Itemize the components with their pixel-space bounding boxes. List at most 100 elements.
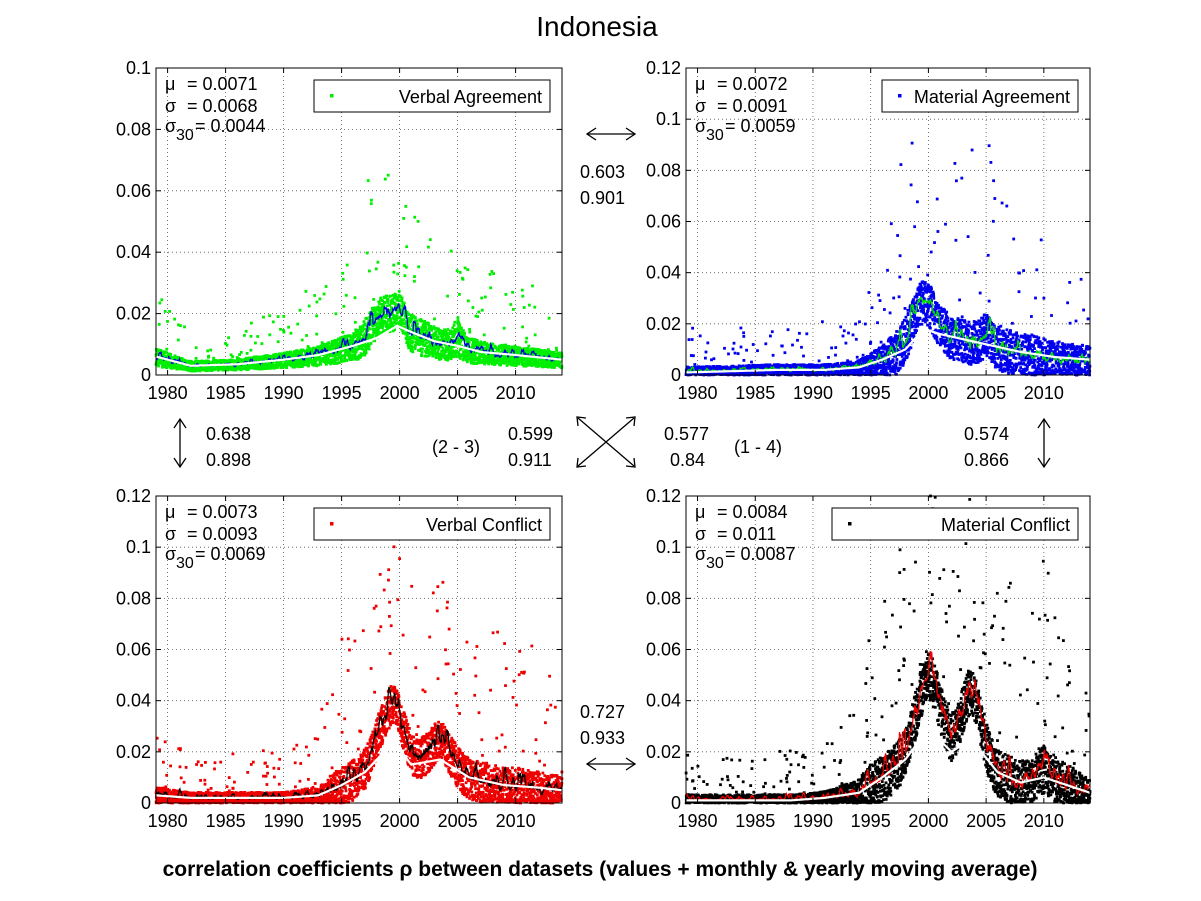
data-point <box>437 346 441 350</box>
data-point <box>415 319 418 323</box>
data-point <box>739 345 743 349</box>
data-point <box>466 360 469 364</box>
data-point <box>399 295 403 299</box>
data-point <box>399 310 403 314</box>
data-point <box>812 363 816 367</box>
data-point <box>712 357 716 361</box>
data-point <box>455 349 458 353</box>
data-point <box>395 318 399 322</box>
data-point <box>548 350 551 353</box>
data-point <box>465 337 469 340</box>
data-point <box>265 357 268 361</box>
data-point <box>423 344 427 347</box>
data-point <box>250 321 253 325</box>
figure-title: Indonesia <box>536 11 658 42</box>
data-point <box>338 352 342 356</box>
data-point <box>476 339 479 343</box>
data-point <box>353 348 357 351</box>
data-point <box>376 328 380 332</box>
data-point <box>424 325 428 329</box>
data-point <box>505 358 509 362</box>
data-point <box>371 335 374 339</box>
data-point <box>433 317 436 321</box>
legend-box <box>313 79 551 113</box>
data-point <box>381 299 385 303</box>
data-point <box>478 358 482 362</box>
data-point <box>559 359 563 363</box>
data-point <box>483 341 486 344</box>
data-point <box>462 329 465 332</box>
data-point <box>411 350 415 354</box>
data-point <box>515 348 518 352</box>
data-point <box>325 355 328 359</box>
data-point <box>362 344 365 348</box>
data-point <box>525 336 529 340</box>
data-point <box>478 353 482 357</box>
data-point <box>531 361 535 365</box>
data-point <box>410 341 414 345</box>
data-point <box>470 355 474 359</box>
data-point <box>520 288 524 292</box>
data-point <box>742 359 746 362</box>
data-point <box>286 354 290 358</box>
data-point <box>169 353 172 356</box>
data-point <box>341 277 345 281</box>
data-point <box>403 264 406 267</box>
data-point <box>416 340 419 343</box>
data-point <box>400 318 404 322</box>
data-point <box>194 346 198 350</box>
data-point <box>340 358 343 362</box>
data-point <box>482 355 486 359</box>
data-point <box>448 337 452 341</box>
data-point <box>502 326 506 330</box>
data-point <box>445 348 449 351</box>
data-point <box>289 351 293 355</box>
data-point <box>704 350 708 354</box>
data-point <box>431 354 435 358</box>
data-point <box>374 314 378 318</box>
data-point <box>329 354 332 358</box>
data-point <box>373 339 376 343</box>
data-point <box>327 341 331 345</box>
data-point <box>344 334 347 338</box>
data-point <box>802 363 806 367</box>
data-point <box>341 271 345 275</box>
data-point <box>309 357 312 361</box>
data-point <box>325 360 329 363</box>
data-point <box>727 352 730 356</box>
data-point <box>245 356 248 360</box>
data-point <box>456 336 460 340</box>
data-point <box>162 350 166 354</box>
data-point <box>426 350 430 354</box>
data-point <box>433 349 436 353</box>
data-point <box>340 339 344 342</box>
data-point <box>511 290 514 294</box>
data-point <box>504 293 508 296</box>
data-point <box>379 296 383 300</box>
data-point <box>425 354 429 358</box>
data-point <box>472 351 476 355</box>
data-point <box>453 331 457 334</box>
data-point <box>395 305 398 308</box>
data-point <box>209 348 213 352</box>
y-tick-label: 0.1 <box>126 58 151 78</box>
data-point <box>413 275 416 278</box>
data-point <box>425 345 429 349</box>
data-point <box>505 350 508 353</box>
data-point <box>377 326 381 329</box>
data-point <box>731 365 735 368</box>
data-point <box>384 329 388 332</box>
data-point <box>422 337 425 341</box>
data-point <box>436 344 440 348</box>
data-point <box>536 360 540 364</box>
data-point <box>496 359 500 363</box>
data-point <box>484 346 487 350</box>
data-point <box>318 360 322 364</box>
data-point <box>451 350 455 354</box>
data-point <box>522 306 526 309</box>
data-point <box>413 279 416 283</box>
data-point <box>378 302 381 306</box>
data-point <box>498 353 502 357</box>
data-point <box>369 342 373 345</box>
data-point <box>412 335 415 339</box>
